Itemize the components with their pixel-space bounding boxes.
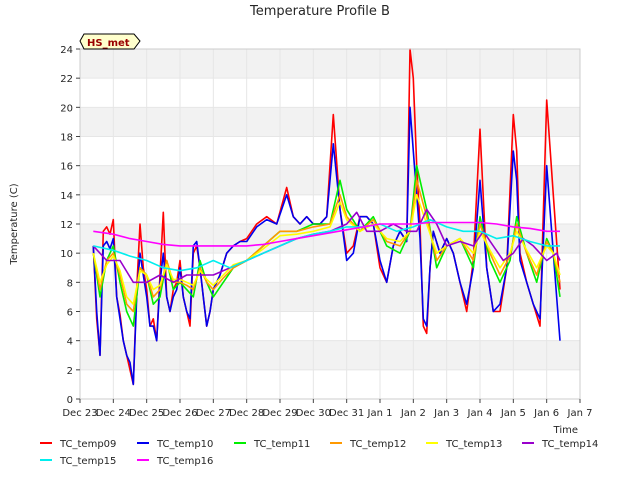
x-tick-label: Jan 3 — [433, 408, 459, 419]
plot-band — [80, 194, 580, 224]
series-line-TC_temp13 — [92, 194, 561, 305]
series-line-TC_temp16 — [93, 221, 560, 247]
y-tick-label: 12 — [60, 220, 73, 231]
plot-band — [80, 369, 580, 399]
plot-band — [80, 224, 580, 254]
station-annotation: HS_met — [79, 33, 141, 50]
x-tick-label: Dec 28 — [229, 408, 264, 419]
y-tick-label: 18 — [60, 133, 73, 144]
y-tick-label: 10 — [60, 249, 73, 260]
annotation-box — [79, 33, 141, 50]
x-tick-label: Jan 7 — [567, 408, 593, 419]
y-tick-label: 24 — [60, 45, 73, 56]
plot-band — [80, 340, 580, 370]
x-tick-label: Dec 31 — [329, 408, 364, 419]
legend-label-TC_temp10: TC_temp10 — [156, 439, 213, 450]
y-tick-label: 22 — [60, 74, 73, 85]
y-tick-label: 8 — [67, 278, 73, 289]
y-tick-label: 4 — [67, 337, 73, 348]
y-axis-label: Temperature (C) — [9, 183, 20, 265]
legend-label-TC_temp13: TC_temp13 — [445, 439, 502, 450]
y-tick-label: 6 — [67, 308, 73, 319]
x-tick-label: Dec 29 — [262, 408, 297, 419]
legend-label-TC_temp11: TC_temp11 — [253, 439, 310, 450]
x-tick-label: Jan 4 — [467, 408, 493, 419]
x-tick-label: Dec 30 — [296, 408, 331, 419]
x-tick-label: Dec 23 — [62, 408, 97, 419]
y-tick-label: 2 — [67, 366, 73, 377]
annotation-text: HS_met — [87, 38, 130, 49]
series-line-TC_temp14 — [92, 208, 561, 284]
y-tick-label: 16 — [60, 162, 73, 173]
y-tick-label: 14 — [60, 191, 73, 202]
series-line-TC_temp10 — [92, 106, 561, 386]
plot-band — [80, 282, 580, 312]
x-tick-label: Jan 6 — [533, 408, 559, 419]
legend-label-TC_temp12: TC_temp12 — [349, 439, 406, 450]
x-tick-label: Dec 25 — [129, 408, 164, 419]
legend: TC_temp09 TC_temp10 TC_temp11 TC_temp12 TC_t… — [40, 439, 598, 467]
chart-title: Temperature Profile B — [249, 4, 390, 19]
legend-label-TC_temp16: TC_temp16 — [156, 456, 213, 467]
legend-label-TC_temp14: TC_temp14 — [541, 439, 598, 450]
plot-band — [80, 107, 580, 137]
series-layer — [92, 48, 561, 386]
x-tick-label: Jan 2 — [400, 408, 426, 419]
x-tick-label: Jan 1 — [367, 408, 393, 419]
plot-band — [80, 78, 580, 108]
x-tick-label: Dec 24 — [96, 408, 131, 419]
legend-label-TC_temp09: TC_temp09 — [59, 439, 116, 450]
plot-band — [80, 311, 580, 341]
plot-band — [80, 49, 580, 79]
series-line-TC_temp15 — [93, 218, 560, 272]
x-tick-label: Jan 5 — [500, 408, 526, 419]
y-tick-label: 0 — [67, 395, 73, 406]
x-axis-label: Time — [553, 425, 578, 436]
x-tick-label: Dec 27 — [196, 408, 231, 419]
legend-label-TC_temp15: TC_temp15 — [59, 456, 116, 467]
x-tick-label: Dec 26 — [162, 408, 197, 419]
y-tick-label: 20 — [60, 103, 73, 114]
